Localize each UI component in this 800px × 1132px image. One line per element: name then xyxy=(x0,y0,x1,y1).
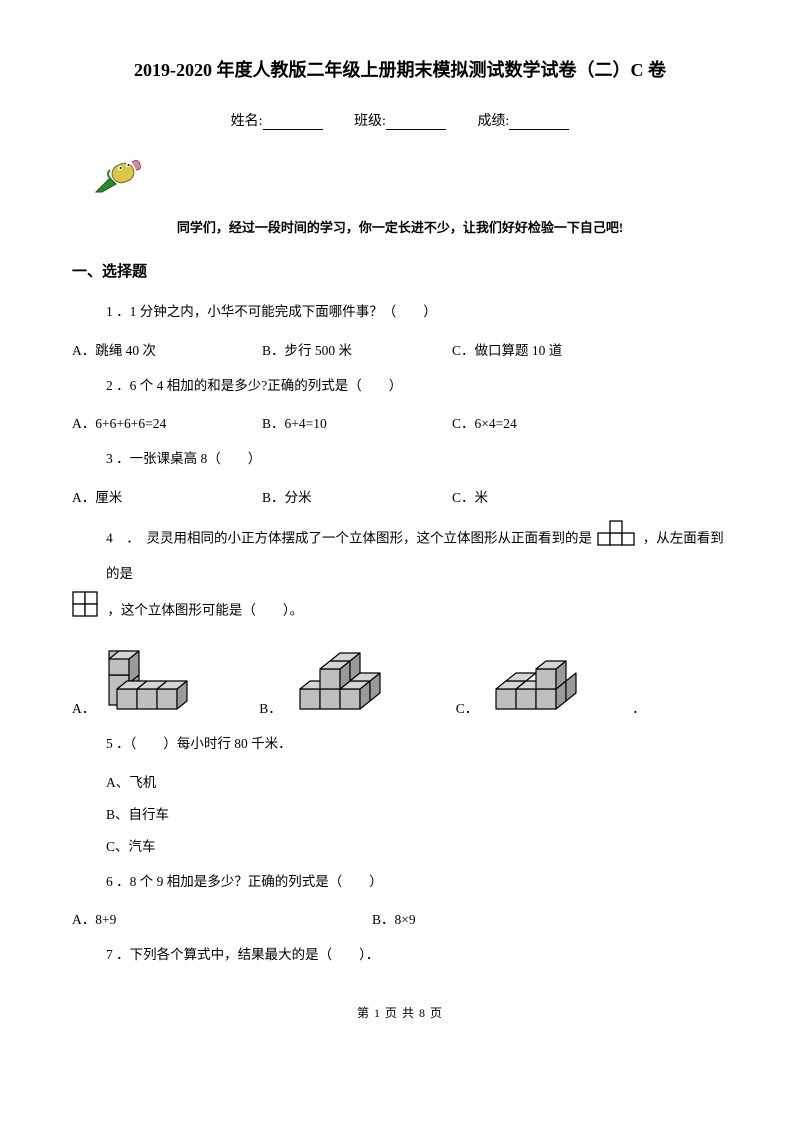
q4-opt-b: B． xyxy=(259,645,406,717)
cube-shape-b-icon xyxy=(286,645,406,717)
class-blank[interactable] xyxy=(386,116,446,130)
q5-text: 5 ．（ ）每小时行 80 千米． xyxy=(106,731,728,757)
pencil-mascot-icon xyxy=(92,148,150,196)
q4-opt-a-label: A． xyxy=(72,697,95,717)
q4-options: A． xyxy=(72,645,728,717)
q5-opt-c: C、汽车 xyxy=(106,835,728,855)
q1-opt-b: B．步行 500 米 xyxy=(262,339,452,359)
score-blank[interactable] xyxy=(509,116,569,130)
q6-opt-b: B．8×9 xyxy=(372,908,672,928)
q2-opt-a: A．6+6+6+6=24 xyxy=(72,412,262,432)
page-footer: 第 1 页 共 8 页 xyxy=(72,1004,728,1021)
q1-opt-c: C．做口算题 10 道 xyxy=(452,339,642,359)
encourage-text: 同学们，经过一段时间的学习，你一定长进不少，让我们好好检验一下自己吧! xyxy=(72,217,728,236)
q4-opt-b-label: B． xyxy=(259,697,282,717)
q1-text: 1 ．1 分钟之内，小华不可能完成下面哪件事？（ ） xyxy=(106,299,728,325)
mascot xyxy=(92,148,728,201)
q3-options: A．厘米 B．分米 C．米 xyxy=(72,486,728,506)
q4-opt-c: C． xyxy=(456,645,646,717)
q4-opt-c-dot: ． xyxy=(632,697,646,717)
section-title-1: 一、选择题 xyxy=(72,260,728,281)
q4-opt-a: A． xyxy=(72,645,209,717)
q7-text: 7 ．下列各个算式中，结果最大的是（ ）． xyxy=(106,942,728,968)
page-title: 2019-2020 年度人教版二年级上册期末模拟测试数学试卷（二）C 卷 xyxy=(72,56,728,82)
front-view-icon xyxy=(597,520,637,558)
q1-options: A．跳绳 40 次 B．步行 500 米 C．做口算题 10 道 xyxy=(72,339,728,359)
q3-text: 3 ．一张课桌高 8（ ） xyxy=(106,446,728,472)
q2-text: 2 ．6 个 4 相加的和是多少?正确的列式是（ ） xyxy=(106,373,728,399)
q5-opt-b: B、自行车 xyxy=(106,803,728,823)
cube-shape-c-icon xyxy=(482,645,602,717)
q4-pre: 4 ． 灵灵用相同的小正方体摆成了一个立体图形，这个立体图形从正面看到的是 xyxy=(106,530,592,545)
side-view-icon xyxy=(72,591,100,631)
q4-text: 4 ． 灵灵用相同的小正方体摆成了一个立体图形，这个立体图形从正面看到的是 ，从… xyxy=(106,520,728,631)
q3-opt-c: C．米 xyxy=(452,486,642,506)
cube-shape-a-icon xyxy=(99,645,209,717)
name-blank[interactable] xyxy=(263,116,323,130)
q1-opt-a: A．跳绳 40 次 xyxy=(72,339,262,359)
q5-options: A、飞机 B、自行车 C、汽车 xyxy=(106,771,728,855)
class-label: 班级: xyxy=(354,114,386,129)
info-line: 姓名: 班级: 成绩: xyxy=(72,110,728,130)
q6-text: 6 ．8 个 9 相加是多少？正确的列式是（ ） xyxy=(106,869,728,895)
q4-opt-c-label: C． xyxy=(456,697,479,717)
name-label: 姓名: xyxy=(231,114,263,129)
q6-opt-a: A．8+9 xyxy=(72,908,372,928)
score-label: 成绩: xyxy=(477,114,509,129)
q2-opt-b: B．6+4=10 xyxy=(262,412,452,432)
q3-opt-b: B．分米 xyxy=(262,486,452,506)
q5-opt-a: A、飞机 xyxy=(106,771,728,791)
q6-options: A．8+9 B．8×9 xyxy=(72,908,728,928)
q2-opt-c: C．6×4=24 xyxy=(452,412,642,432)
q4-post: ，这个立体图形可能是（ ）。 xyxy=(107,602,303,617)
page: 2019-2020 年度人教版二年级上册期末模拟测试数学试卷（二）C 卷 姓名:… xyxy=(0,0,800,1051)
q2-options: A．6+6+6+6=24 B．6+4=10 C．6×4=24 xyxy=(72,412,728,432)
q3-opt-a: A．厘米 xyxy=(72,486,262,506)
